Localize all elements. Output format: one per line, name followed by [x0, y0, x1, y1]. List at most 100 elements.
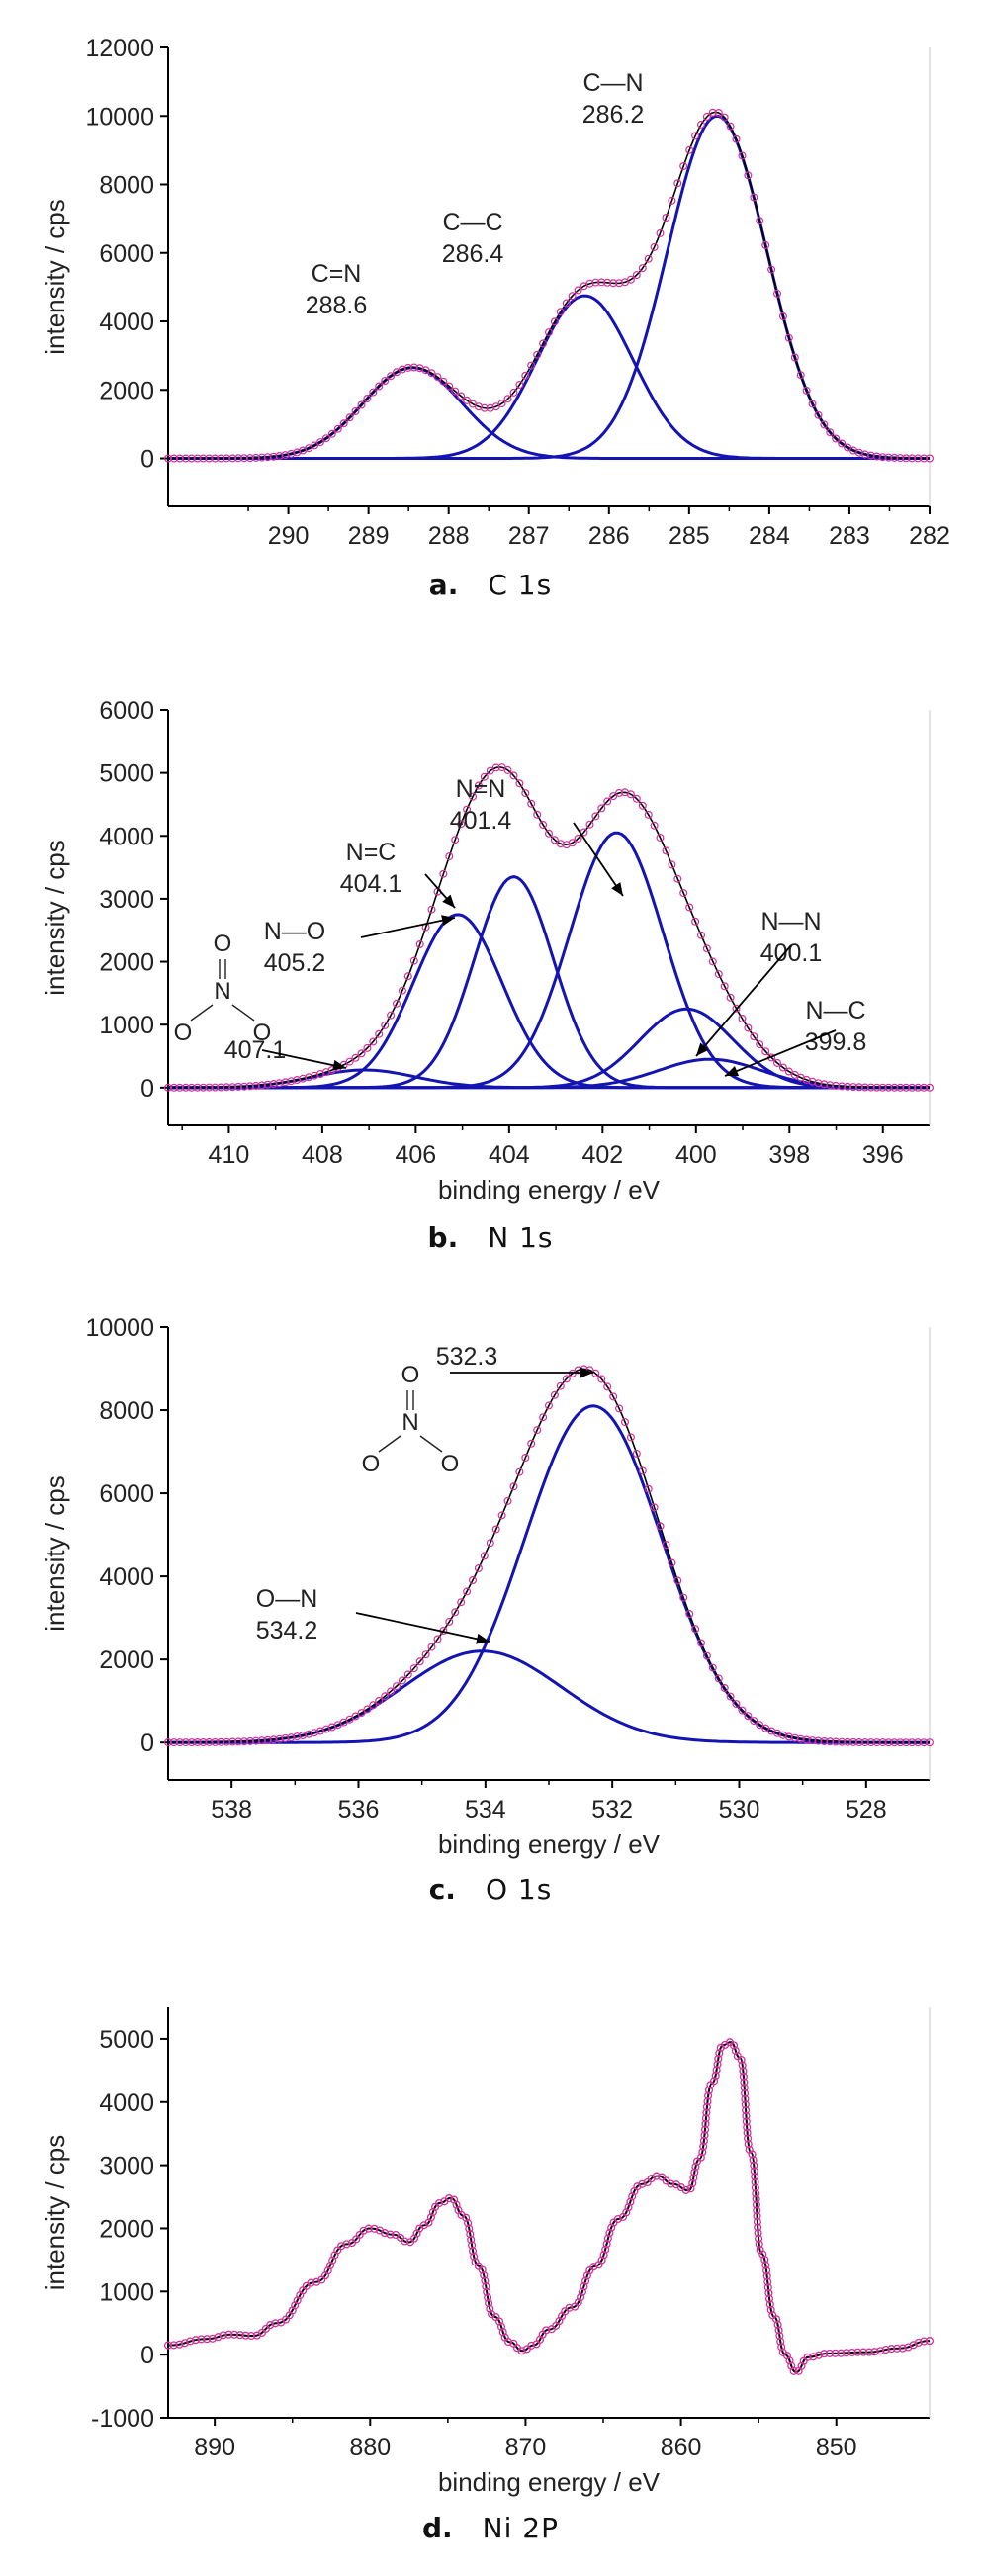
- data-point: [708, 108, 717, 117]
- data-point: [860, 1738, 869, 1747]
- data-point: [679, 1593, 688, 1602]
- data-point: [688, 2178, 697, 2187]
- data-point: [896, 1738, 905, 1747]
- component-peak-3: [168, 114, 930, 460]
- peak-annotation-label: 532.3: [436, 1343, 498, 1371]
- data-point: [656, 228, 665, 237]
- data-point: [762, 2271, 771, 2280]
- peak-annotation-label: 405.2: [264, 949, 326, 977]
- data-point: [698, 2148, 707, 2157]
- data-point: [778, 1063, 787, 1072]
- data-point: [914, 1083, 923, 1092]
- data-point: [776, 2337, 785, 2346]
- data-point: [393, 1682, 401, 1691]
- data-point: [463, 396, 472, 404]
- data-point: [230, 2330, 239, 2339]
- data-point: [263, 1080, 272, 1089]
- data-point: [591, 812, 600, 821]
- data-point: [751, 2183, 759, 2192]
- data-point: [685, 145, 694, 154]
- data-point: [214, 2333, 223, 2342]
- data-point: [738, 2061, 747, 2070]
- data-point: [602, 2240, 611, 2249]
- chart-n1s: 0 1000 2000 3000 4000 5000 6000 410 408 406 404 402…: [41, 697, 934, 1204]
- data-point: [731, 2046, 740, 2055]
- data-point: [853, 2348, 862, 2356]
- data-point: [925, 2337, 935, 2346]
- data-point: [662, 1541, 670, 1550]
- data-point: [667, 2179, 675, 2188]
- data-point: [825, 2349, 834, 2357]
- nitro-n-label: N: [214, 978, 230, 1005]
- x-tick-label: 890: [194, 2434, 235, 2461]
- data-point: [601, 2245, 610, 2254]
- y-tick-label: 1000: [99, 1012, 154, 1039]
- data-point: [467, 2235, 476, 2244]
- data-point: [729, 2041, 739, 2050]
- data-point: [752, 2194, 760, 2203]
- data-point: [474, 781, 483, 790]
- data-point: [187, 1738, 196, 1747]
- annotation-arrow-line: [695, 944, 792, 1057]
- data-point: [712, 2066, 721, 2075]
- data-point: [741, 2100, 750, 2109]
- nitro-o-left-label: O: [174, 1020, 193, 1046]
- data-point: [701, 2114, 710, 2123]
- data-point: [287, 449, 296, 458]
- data-point: [832, 1081, 841, 1090]
- data-point: [603, 797, 612, 806]
- data-point: [774, 2326, 783, 2335]
- x-tick-label: 290: [268, 522, 310, 550]
- peak-annotation-label: 400.1: [760, 939, 823, 967]
- data-point: [181, 1738, 190, 1747]
- data-point: [468, 2241, 477, 2250]
- annotation-arrowhead: [332, 1059, 346, 1071]
- data-point: [466, 2230, 475, 2239]
- data-point: [872, 1083, 881, 1092]
- data-point: [765, 2300, 774, 2309]
- data-point: [632, 1449, 641, 1458]
- data-point: [802, 1735, 811, 1744]
- peak-annotation-label: N=C: [346, 839, 397, 866]
- data-point: [211, 454, 220, 463]
- data-point: [370, 2224, 379, 2233]
- data-point: [433, 1635, 442, 1643]
- data-point: [702, 2108, 711, 2117]
- data-point: [866, 1738, 875, 1747]
- data-point: [726, 1692, 735, 1701]
- data-point: [562, 299, 571, 308]
- data-point: [393, 999, 401, 1008]
- data-point: [668, 860, 676, 869]
- data-point: [743, 2123, 752, 2132]
- data-point: [327, 429, 336, 438]
- data-point: [482, 2282, 490, 2291]
- data-point: [401, 2237, 409, 2246]
- data-point: [808, 1736, 817, 1745]
- data-point: [480, 2270, 489, 2280]
- data-point: [714, 1674, 723, 1683]
- data-point: [333, 424, 342, 433]
- data-point: [690, 2168, 699, 2176]
- data-point: [433, 373, 442, 382]
- data-point: [752, 2200, 760, 2209]
- data-point: [275, 1079, 284, 1088]
- data-point: [562, 1375, 571, 1383]
- data-point: [754, 2229, 762, 2238]
- data-point: [884, 1083, 893, 1092]
- caption-letter: a.: [428, 569, 459, 601]
- data-point: [778, 312, 787, 321]
- data-point: [193, 1738, 202, 1747]
- data-point: [439, 869, 448, 878]
- data-point: [585, 820, 594, 829]
- data-point: [539, 1413, 548, 1422]
- data-point: [715, 2049, 724, 2058]
- x-tick-label: 880: [349, 2434, 391, 2461]
- data-point: [756, 217, 764, 225]
- data-point: [503, 1496, 512, 1505]
- annotation-arrowhead: [611, 882, 623, 896]
- data-point: [744, 2140, 753, 2149]
- data-point: [872, 1738, 881, 1747]
- data-point: [533, 1426, 542, 1435]
- data-point: [223, 454, 231, 463]
- data-point: [878, 453, 887, 462]
